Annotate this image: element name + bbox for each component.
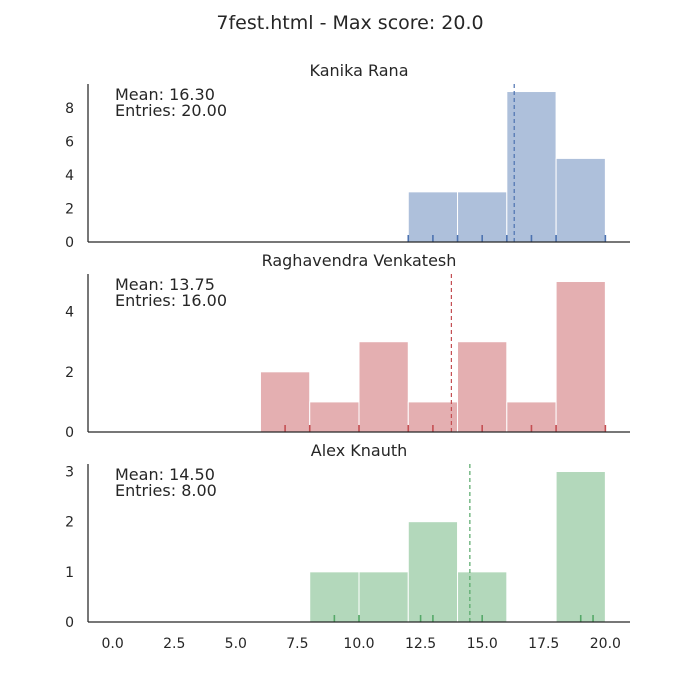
panel-title: Raghavendra Venkatesh: [262, 251, 457, 270]
histogram-bar: [457, 571, 508, 623]
histogram-bar: [358, 341, 409, 433]
mean-annotation: Mean: 16.30: [115, 85, 215, 104]
histogram-bar: [358, 571, 409, 623]
y-tick-label: 8: [65, 101, 74, 117]
histogram-bar: [555, 471, 606, 623]
y-tick-label: 4: [65, 305, 74, 321]
panel-title: Kanika Rana: [310, 61, 409, 80]
x-tick-label: 10.0: [343, 636, 374, 652]
panel-title: Alex Knauth: [311, 441, 408, 460]
mean-annotation: Mean: 13.75: [115, 275, 215, 294]
x-tick-label: 12.5: [405, 636, 436, 652]
panel-1: Raghavendra Venkatesh 0 2 4 Mean: 13.75Entri…: [65, 251, 630, 441]
histogram-bar: [309, 401, 360, 433]
x-tick-label: 7.5: [286, 636, 308, 652]
y-tick-label: 3: [65, 465, 74, 481]
histogram-bar: [407, 191, 459, 243]
y-tick-label: 2: [65, 202, 74, 218]
histogram-bar: [506, 91, 557, 243]
histogram-bar: [457, 341, 508, 433]
x-tick-label: 5.0: [225, 636, 247, 652]
x-tick-label: 17.5: [528, 636, 559, 652]
entries-annotation: Entries: 8.00: [115, 481, 217, 500]
entries-annotation: Entries: 16.00: [115, 291, 227, 310]
y-tick-label: 6: [65, 135, 74, 151]
x-tick-label: 2.5: [163, 636, 185, 652]
y-tick-label: 0: [65, 425, 74, 441]
y-tick-label: 0: [65, 615, 74, 631]
histogram-bar: [309, 571, 360, 623]
y-tick-label: 1: [65, 565, 74, 581]
figure-suptitle: 7fest.html - Max score: 20.0: [216, 12, 483, 34]
x-tick-label: 20.0: [590, 636, 621, 652]
y-tick-label: 2: [65, 515, 74, 531]
y-tick-label: 2: [65, 365, 74, 381]
histogram-bar: [259, 371, 311, 433]
histogram-bar: [457, 191, 508, 243]
x-tick-label: 0.0: [102, 636, 124, 652]
entries-annotation: Entries: 20.00: [115, 101, 227, 120]
y-tick-label: 4: [65, 168, 74, 184]
histogram-bar: [555, 281, 606, 433]
mean-annotation: Mean: 14.50: [115, 465, 215, 484]
y-tick-label: 0: [65, 235, 74, 251]
histogram-bar: [407, 521, 459, 623]
x-tick-label: 15.0: [467, 636, 498, 652]
histogram-bar: [555, 157, 606, 243]
